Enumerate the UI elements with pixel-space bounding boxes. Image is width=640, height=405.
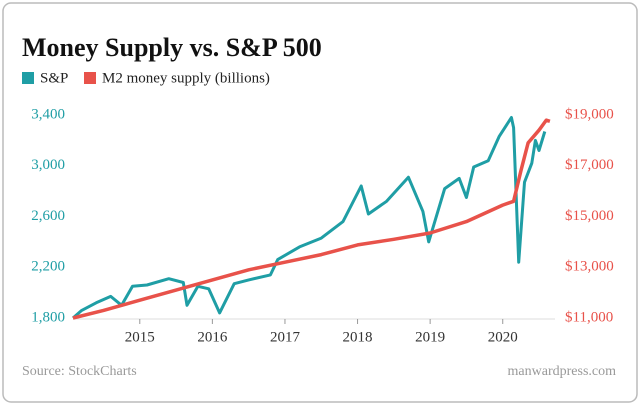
x-tick-label: 2019 xyxy=(415,329,445,345)
series-line xyxy=(72,116,547,320)
series-line xyxy=(72,118,551,320)
x-tick-label: 2018 xyxy=(343,329,373,345)
credit: manwardpress.com xyxy=(508,364,617,379)
legend-swatch xyxy=(84,72,96,84)
legend-label: S&P xyxy=(40,70,68,86)
y-tick-label: 1,800 xyxy=(31,309,65,325)
chart-title: Money Supply vs. S&P 500 xyxy=(22,33,322,62)
source: Source: StockCharts xyxy=(22,364,137,379)
y-tick-label: 2,600 xyxy=(31,208,65,224)
y2-tick-label: $19,000 xyxy=(565,106,614,122)
x-tick-label: 2015 xyxy=(125,329,155,345)
x-tick-label: 2020 xyxy=(488,329,518,345)
y-tick-label: 3,000 xyxy=(31,157,65,173)
y-tick-label: 3,400 xyxy=(31,106,65,122)
legend-label: M2 money supply (billions) xyxy=(102,70,270,86)
y2-tick-label: $15,000 xyxy=(565,208,614,224)
x-tick-label: 2016 xyxy=(197,329,228,345)
y-tick-label: 2,200 xyxy=(31,259,65,275)
y2-tick-label: $11,000 xyxy=(565,309,613,325)
x-tick-label: 2017 xyxy=(270,329,301,345)
y2-tick-label: $13,000 xyxy=(565,259,614,275)
y2-tick-label: $17,000 xyxy=(565,157,614,173)
legend-swatch xyxy=(22,72,34,84)
